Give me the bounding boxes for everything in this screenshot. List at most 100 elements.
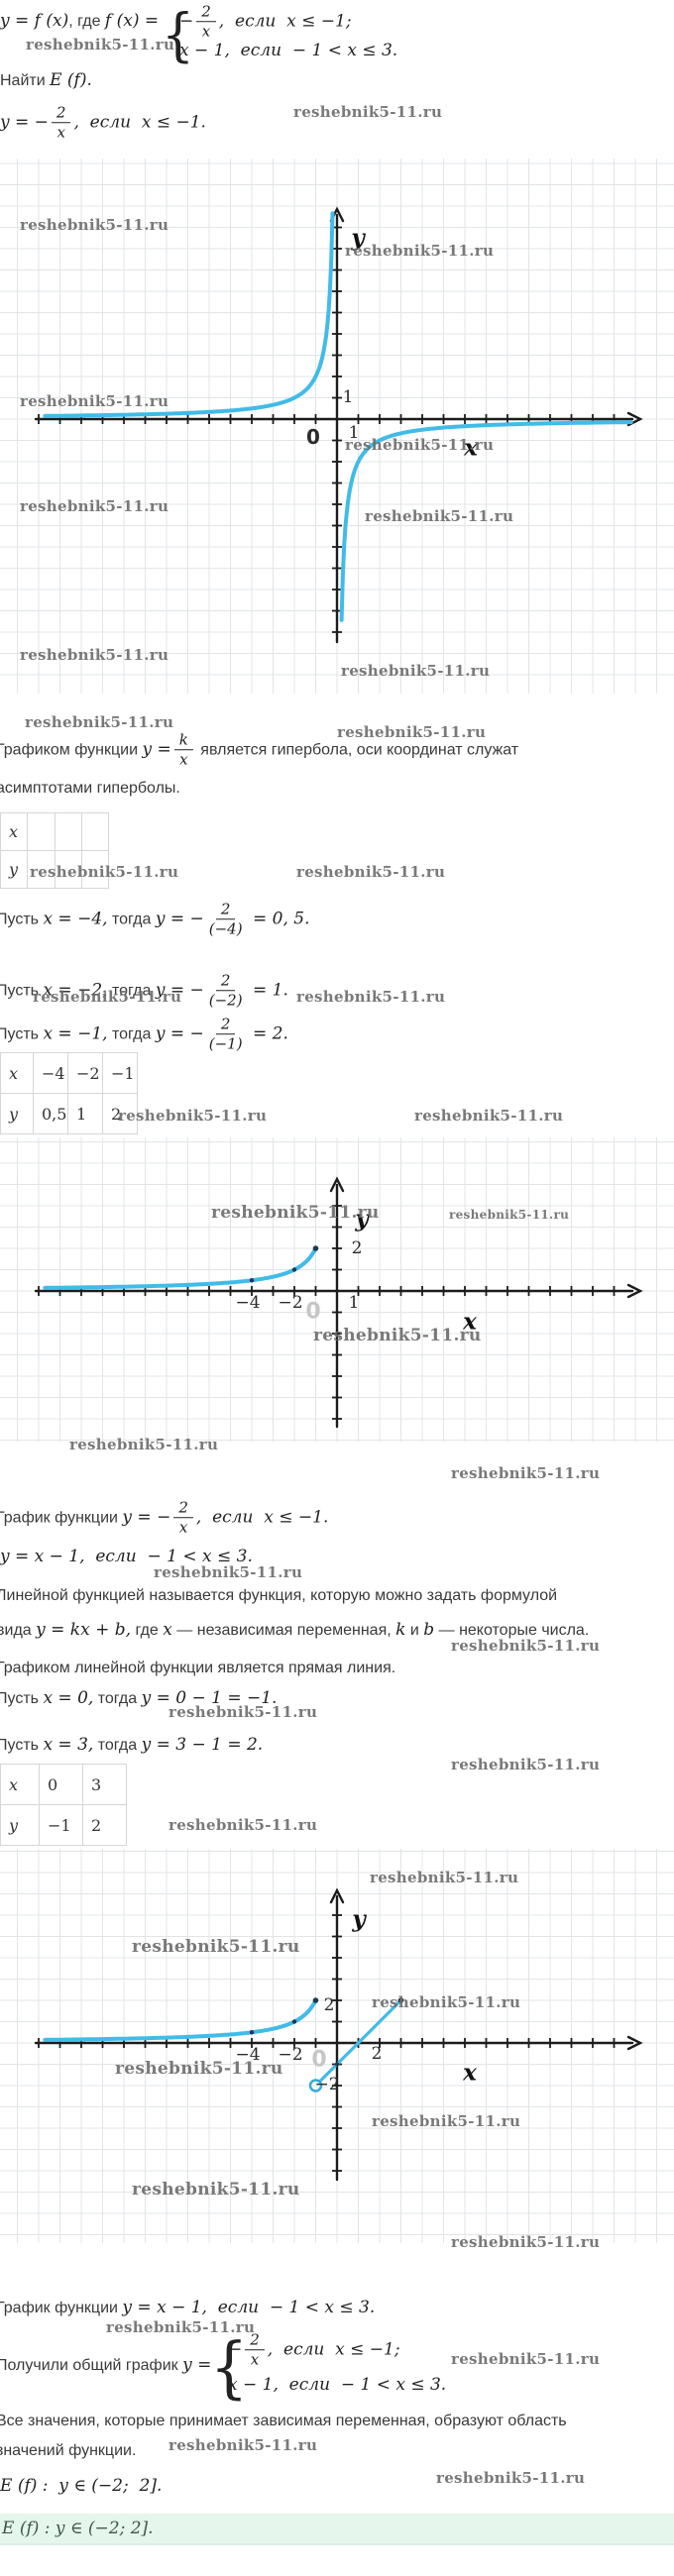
hyperbola-curve	[339, 420, 633, 622]
math-text: x = −2,	[43, 980, 108, 1001]
text-line: вида y = kx + b, где x — независимая пер…	[0, 1621, 589, 1641]
watermark: reshebnik5-11.ru	[26, 36, 175, 54]
value-cell: −2	[67, 1052, 103, 1094]
graph-canvas-3: y x −4 −2 2 2 −2 0	[0, 1849, 674, 2243]
math-text: f (x) =	[104, 11, 160, 32]
table-row: y 0,5 1 2	[0, 1093, 138, 1134]
plain-text: вида	[0, 1621, 37, 1639]
value-cell	[27, 812, 56, 851]
plain-text: где	[131, 1621, 164, 1639]
graph-label: x	[462, 2060, 477, 2087]
watermark: reshebnik5-11.ru	[345, 242, 495, 260]
text-line: График функции y = x − 1, если − 1 < x ≤…	[0, 2299, 375, 2318]
math-text: , если x ≤ −1;	[267, 2339, 400, 2360]
text-line: {	[162, 7, 194, 64]
text-line: Графиком функции y = k x является гипербол…	[0, 731, 518, 769]
watermark: reshebnik5-11.ru	[372, 2112, 521, 2130]
math-text: x = 0,	[43, 1688, 94, 1709]
y-arrow-icon	[329, 1887, 345, 1904]
math-text: , если x ≤ −1.	[73, 112, 206, 133]
value-cell	[55, 812, 82, 851]
plain-text: и	[405, 1621, 424, 1639]
math-text: x − 1, если − 1 < x ≤ 3.	[228, 2375, 447, 2396]
watermark: reshebnik5-11.ru	[337, 723, 487, 741]
graph-label: −4	[235, 2045, 260, 2065]
graph-canvas-2: y x −4 −2 0 1 2	[0, 1137, 674, 1442]
plain-text: Пусть	[0, 1736, 44, 1754]
graph-label: y	[350, 225, 366, 252]
math-text: E (f) : y ∈ (−2; 2].	[0, 2476, 163, 2497]
plain-text: График функции	[0, 1508, 123, 1526]
table-row: y −1 2	[0, 1804, 127, 1846]
hyperbola-curve	[43, 211, 335, 418]
marked-point	[249, 2030, 255, 2035]
graph-label: 0	[305, 1300, 320, 1325]
value-cell: 3	[82, 1764, 127, 1805]
math-text: = 0, 5.	[247, 909, 310, 929]
math-text: y = −	[155, 1023, 204, 1044]
text-line: Линейной функцией называется функция, ко…	[0, 1587, 557, 1605]
graph-label: x	[462, 1309, 477, 1336]
table-row: x	[0, 812, 109, 851]
row-label-cell: y	[0, 1093, 34, 1134]
plain-text: является гипербола, оси координат служат	[195, 740, 519, 758]
watermark: reshebnik5-11.ru	[168, 2436, 318, 2454]
watermark: reshebnik5-11.ru	[168, 1816, 318, 1834]
value-cell: 0	[39, 1764, 83, 1805]
answer-text: E (f) : y ∈ (−2; 2].	[2, 2519, 154, 2538]
data-table: x 0 3 y −1 2	[0, 1764, 127, 1846]
plain-text: Все значения, которые принимает зависима…	[0, 2412, 567, 2429]
plain-text: тогда	[107, 981, 156, 999]
math-text: y = kx + b,	[36, 1620, 132, 1641]
graph-label: 2	[352, 1238, 363, 1258]
fraction: 2 (−2)	[208, 971, 243, 1010]
math-text: y = f (x)	[0, 11, 69, 32]
graph-1: y x 0 1 1	[0, 159, 674, 694]
open-point	[308, 2079, 323, 2093]
plain-text: — некоторые числа.	[434, 1621, 590, 1639]
text-line: {	[210, 2334, 248, 2401]
plain-text: тогда	[107, 910, 156, 927]
watermark: reshebnik5-11.ru	[313, 1326, 482, 1345]
table-row: x −4 −2 −1	[0, 1052, 138, 1094]
watermark: reshebnik5-11.ru	[451, 1756, 601, 1773]
watermark: reshebnik5-11.ru	[33, 988, 182, 1006]
plain-text: Пусть	[0, 1024, 44, 1042]
y-arrow-icon	[329, 1176, 345, 1193]
text-line: Найти E (f).	[0, 71, 92, 91]
math-text: −	[179, 11, 194, 32]
text-line: Получили общий график y =	[0, 2356, 211, 2376]
watermark: reshebnik5-11.ru	[365, 507, 514, 525]
text-line: −2 x, если x ≤ −1;	[179, 3, 352, 41]
value-cell: 2	[102, 1093, 138, 1134]
watermark: reshebnik5-11.ru	[293, 103, 443, 121]
math-text: , если x ≤ −1.	[195, 1507, 329, 1528]
data-table: x −4 −2 −1 y 0,5 1 2	[0, 1052, 138, 1134]
watermark: reshebnik5-11.ru	[69, 1436, 219, 1453]
math-text: y =	[182, 2355, 212, 2376]
graph-label: −2	[278, 1293, 302, 1313]
watermark: reshebnik5-11.ru	[168, 1703, 318, 1721]
text-line: Пусть x = −1, тогда y = −2 (−1) = 2.	[0, 1016, 288, 1053]
value-cell: −1	[39, 1804, 83, 1846]
graph-label: y	[351, 1906, 367, 1933]
text-line: y = −2 x, если x ≤ −1.	[0, 104, 206, 142]
plain-text: асимптотами гиперболы.	[0, 779, 180, 797]
watermark: reshebnik5-11.ru	[106, 2318, 256, 2336]
watermark: reshebnik5-11.ru	[449, 1208, 570, 1222]
row-label-cell: x	[0, 1764, 40, 1805]
marked-point	[291, 1267, 297, 1272]
watermark: reshebnik5-11.ru	[436, 2469, 586, 2487]
math-text: y = −	[122, 1507, 171, 1528]
watermark: reshebnik5-11.ru	[451, 2233, 601, 2251]
hyperbola-curve	[43, 1246, 318, 1290]
math-text: x = 3,	[43, 1735, 94, 1756]
graph-label: −4	[235, 1293, 260, 1313]
graph-label: 0	[311, 2048, 326, 2073]
watermark: reshebnik5-11.ru	[132, 1937, 300, 1957]
watermark: reshebnik5-11.ru	[115, 2059, 283, 2079]
